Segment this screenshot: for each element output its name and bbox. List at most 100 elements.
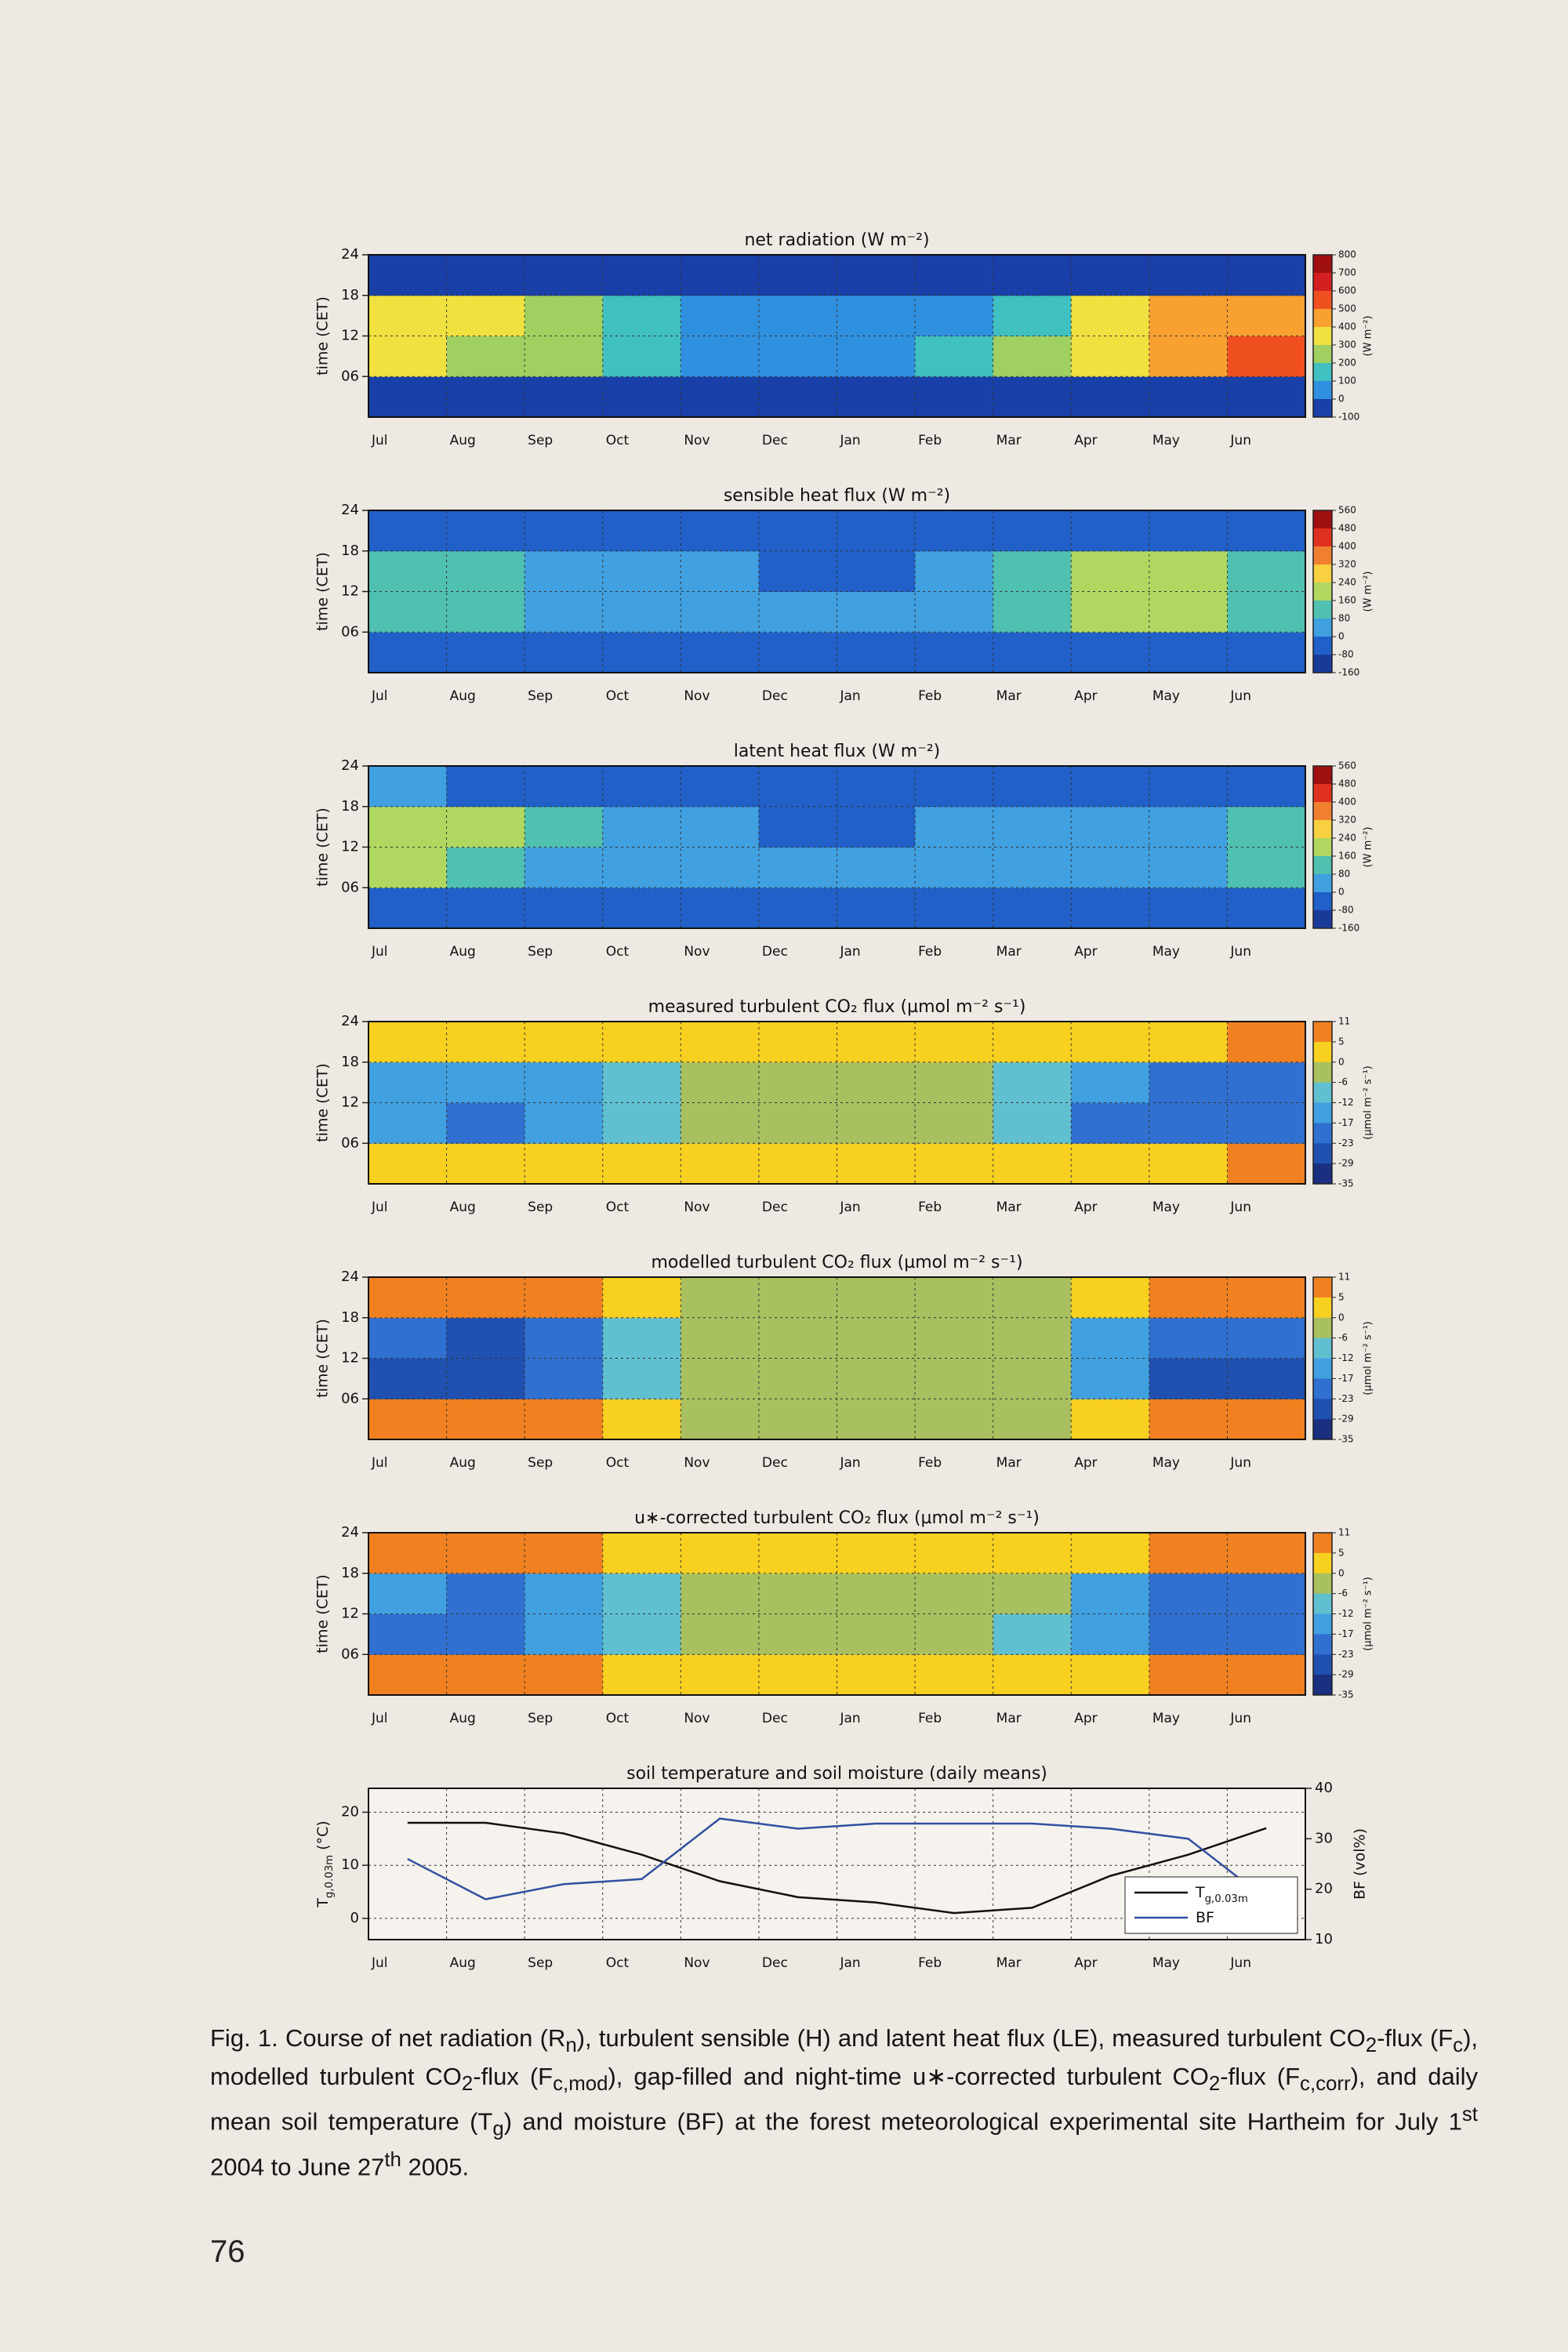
heatmap-cell — [368, 766, 448, 808]
x-tick-label: Jan — [840, 1455, 861, 1471]
x-tick-label: Oct — [606, 1455, 630, 1471]
colorbar-tick-label: -160 — [1338, 923, 1359, 934]
heatmap-cell — [1149, 887, 1228, 929]
heatmap-cell — [758, 550, 837, 592]
heatmap-cell — [524, 550, 604, 592]
panel-title: modelled turbulent CO₂ flux (µmol m⁻² s⁻… — [651, 1253, 1022, 1272]
y-tick-label: 18 — [341, 1565, 359, 1581]
heatmap-cell — [915, 1022, 994, 1063]
heatmap-cell — [368, 1277, 448, 1319]
heatmap-cell — [1149, 806, 1228, 848]
heatmap-cell — [915, 295, 994, 336]
heatmap-cell — [993, 1654, 1072, 1696]
heatmap-cell — [602, 766, 681, 808]
heatmap-cell — [524, 1573, 604, 1614]
heatmap-cell — [837, 1573, 916, 1614]
heatmap-cell — [993, 1358, 1072, 1399]
heatmap-cell — [1227, 295, 1306, 336]
heatmap-cell — [602, 1613, 681, 1655]
colorbar-segment — [1313, 1123, 1332, 1144]
heatmap-cell — [681, 591, 760, 633]
colorbar-segment — [1313, 273, 1332, 292]
colorbar-frame — [1312, 765, 1333, 929]
heatmap-cell — [993, 336, 1072, 377]
heatmap-cell — [446, 255, 525, 296]
heatmap-cell — [758, 1062, 837, 1103]
heatmap-cell — [1227, 1573, 1306, 1614]
heatmap-cell — [758, 336, 837, 377]
colorbar-segment — [1313, 1573, 1332, 1595]
x-tick-label: Sep — [528, 1200, 553, 1215]
colorbar-segment — [1313, 1022, 1332, 1043]
heatmap-cell — [837, 255, 916, 296]
x-tick-label: Jan — [840, 1711, 861, 1726]
y-axis-label: time (CET) — [314, 1574, 332, 1653]
heatmap-cell — [837, 1022, 916, 1063]
figure: net radiation (W m⁻²)8007006005004003002… — [314, 230, 1374, 1971]
heatmap-cell — [1149, 1573, 1228, 1614]
heatmap-cell — [993, 376, 1072, 418]
colorbar-segment — [1313, 1062, 1332, 1083]
colorbar-segment — [1313, 1297, 1332, 1319]
heatmap-cell — [1071, 1143, 1150, 1185]
x-tick-label: Jan — [840, 944, 861, 960]
colorbar-segment — [1313, 619, 1332, 637]
heatmap-cell — [368, 1062, 448, 1103]
heatmap-cell — [368, 591, 448, 633]
y-tick-label: 06 — [341, 1390, 359, 1406]
heatmap-cell — [837, 1654, 916, 1696]
colorbar-segment — [1313, 766, 1332, 785]
heatmap-cell — [758, 1573, 837, 1614]
heatmap-cell — [1071, 591, 1150, 633]
heatmap-cell — [602, 510, 681, 552]
colorbar-segment — [1313, 327, 1332, 346]
heatmap-cell — [993, 550, 1072, 592]
heatmap-cell — [758, 295, 837, 336]
x-tick-label: Feb — [918, 688, 942, 704]
x-tick-label: Apr — [1074, 1455, 1097, 1471]
colorbar-tick-label: 300 — [1338, 339, 1356, 350]
heatmap-cell — [602, 1143, 681, 1185]
heatmap-cell — [524, 336, 604, 377]
colorbar-segment — [1313, 856, 1332, 875]
heatmap-cell — [993, 591, 1072, 633]
heatmap-cell — [1071, 255, 1150, 296]
heatmap-cell — [837, 847, 916, 888]
heatmap-cell — [1071, 550, 1150, 592]
y2-tick-label: 20 — [1315, 1881, 1333, 1897]
colorbar-segment — [1313, 1378, 1332, 1399]
x-tick-label: Sep — [528, 1455, 553, 1471]
caption-text: c,mod — [553, 2073, 608, 2096]
heatmap-cell — [1149, 1399, 1228, 1440]
colorbar-segment — [1313, 1143, 1332, 1164]
colorbar-tick-label: 80 — [1338, 869, 1350, 880]
page-number: 76 — [210, 2234, 245, 2269]
heatmap-cell — [993, 1399, 1072, 1440]
heatmap-cell — [758, 255, 837, 296]
heatmap-cell — [681, 1102, 760, 1144]
y-axis-label: time (CET) — [314, 296, 332, 376]
heatmap-cell — [1149, 1022, 1228, 1063]
heatmap-cell — [368, 1613, 448, 1655]
heatmap-cell — [993, 847, 1072, 888]
heatmap-cell — [758, 510, 837, 552]
heatmap-cell — [1227, 550, 1306, 592]
colorbar-label: (µmol m⁻² s⁻¹) — [1363, 1065, 1374, 1140]
heatmap-cell — [915, 887, 994, 929]
heatmap-cell — [602, 591, 681, 633]
colorbar-tick-label: 240 — [1338, 833, 1356, 844]
y-tick-label: 24 — [341, 1269, 359, 1285]
colorbar-segment — [1313, 1102, 1332, 1123]
heatmap-cell — [368, 1143, 448, 1185]
heatmap-cell — [915, 847, 994, 888]
panel-title: sensible heat flux (W m⁻²) — [724, 486, 950, 506]
colorbar-tick-label: -29 — [1338, 1669, 1354, 1680]
heatmap-cell — [1071, 1102, 1150, 1144]
colorbar-segment — [1313, 820, 1332, 839]
x-tick-label: Jun — [1229, 433, 1251, 448]
colorbar-tick-label: 0 — [1338, 1056, 1345, 1067]
y-tick-label: 06 — [341, 623, 359, 640]
heatmap-cell — [524, 510, 604, 552]
heatmap-cell — [1227, 1399, 1306, 1440]
heatmap-cell — [758, 632, 837, 673]
